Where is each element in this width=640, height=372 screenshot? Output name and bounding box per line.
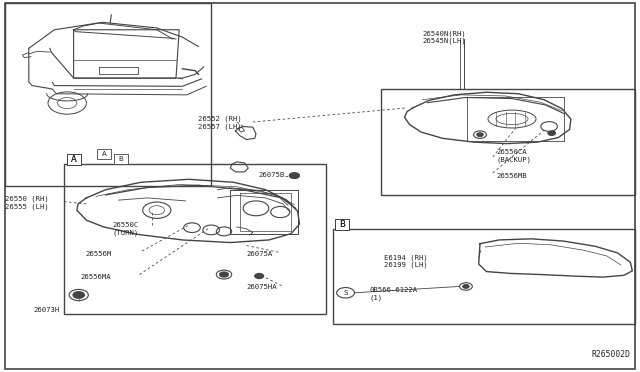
Text: B: B <box>118 156 124 162</box>
Bar <box>114 154 128 164</box>
Bar <box>333 229 635 324</box>
Text: B: B <box>339 220 346 229</box>
Circle shape <box>255 273 264 279</box>
Text: 26075B: 26075B <box>259 172 285 178</box>
Text: 26075HA: 26075HA <box>246 284 277 290</box>
Text: 26552 (RH)
26557 (LH): 26552 (RH) 26557 (LH) <box>198 116 242 130</box>
Text: 26550 (RH)
26555 (LH): 26550 (RH) 26555 (LH) <box>5 196 49 210</box>
Text: 26075A: 26075A <box>246 251 273 257</box>
Circle shape <box>220 272 228 277</box>
Bar <box>67 154 81 165</box>
Text: 26556MB: 26556MB <box>496 173 527 179</box>
Text: 26073H: 26073H <box>33 307 60 312</box>
Bar <box>5 3 211 186</box>
Text: A: A <box>71 155 76 164</box>
Text: 26550CA
(BACKUP): 26550CA (BACKUP) <box>496 150 531 163</box>
Text: 26540N(RH)
26545N(LH): 26540N(RH) 26545N(LH) <box>422 30 466 44</box>
Text: 26556MA: 26556MA <box>81 274 111 280</box>
Circle shape <box>73 292 84 298</box>
Circle shape <box>548 131 556 135</box>
Text: A: A <box>102 151 107 157</box>
Text: A: A <box>71 155 76 164</box>
Bar <box>64 164 326 314</box>
Bar <box>335 219 349 230</box>
Circle shape <box>289 173 300 179</box>
Bar <box>97 149 111 159</box>
Text: 0B566-6122A
(1): 0B566-6122A (1) <box>369 287 417 301</box>
Bar <box>335 219 349 230</box>
Text: B: B <box>339 220 346 229</box>
Circle shape <box>463 285 469 288</box>
Text: 26550C
(TURN): 26550C (TURN) <box>112 222 138 235</box>
Circle shape <box>477 133 483 137</box>
Text: E6194 (RH)
26199 (LH): E6194 (RH) 26199 (LH) <box>384 254 428 268</box>
Bar <box>67 154 81 165</box>
Text: R265002D: R265002D <box>591 350 630 359</box>
Bar <box>381 89 635 195</box>
Text: 26556M: 26556M <box>85 251 111 257</box>
Text: S: S <box>344 290 348 296</box>
